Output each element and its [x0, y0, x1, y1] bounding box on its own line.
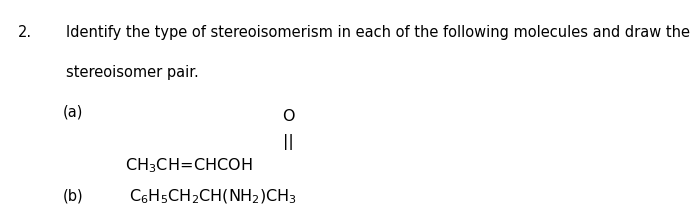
Text: O: O	[283, 109, 295, 124]
Text: CH$_3$CH$\!=\!$CHCOH: CH$_3$CH$\!=\!$CHCOH	[125, 157, 253, 175]
Text: Identify the type of stereoisomerism in each of the following molecules and draw: Identify the type of stereoisomerism in …	[66, 25, 690, 40]
Text: ||: ||	[283, 134, 294, 150]
Text: 2.: 2.	[17, 25, 31, 40]
Text: (a): (a)	[63, 104, 83, 120]
Text: (b): (b)	[63, 188, 84, 203]
Text: stereoisomer pair.: stereoisomer pair.	[66, 65, 199, 80]
Text: C$_6$H$_5$CH$_2$CH(NH$_2$)CH$_3$: C$_6$H$_5$CH$_2$CH(NH$_2$)CH$_3$	[129, 188, 296, 206]
